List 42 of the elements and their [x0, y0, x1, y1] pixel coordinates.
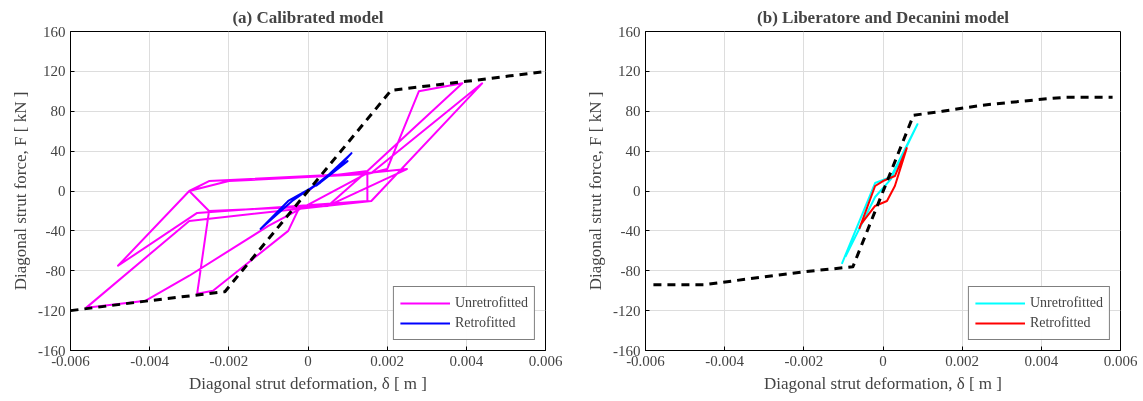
- x-tick-label: 0.002: [945, 352, 980, 369]
- legend-label: Unretrofitted: [454, 295, 528, 311]
- line-series: [651, 95, 1115, 287]
- x-axis-title: Diagonal strut deformation, δ [ m ]: [189, 373, 427, 393]
- y-axis-title: Diagonal strut force, F [ kN ]: [11, 91, 30, 291]
- y-tick-label: 80: [50, 103, 66, 120]
- y-tick-label: 40: [625, 143, 641, 160]
- x-axis-title: Diagonal strut deformation, δ [ m ]: [764, 373, 1002, 393]
- y-tick-label: -120: [38, 302, 66, 319]
- y-tick-label: 0: [58, 183, 66, 199]
- x-tick-label: 0.004: [449, 352, 484, 369]
- y-tick-label: -80: [620, 262, 641, 279]
- x-tick-label: 0.006: [528, 352, 563, 369]
- line-series: [840, 123, 919, 265]
- y-tick-label: -80: [45, 262, 66, 279]
- y-tick-label: 160: [618, 23, 641, 40]
- x-tick-label: 0.004: [1024, 352, 1059, 369]
- y-tick-label: 0: [633, 183, 641, 199]
- x-tick-label: 0: [879, 352, 887, 369]
- line-series: [858, 147, 908, 230]
- legend-label: Unretrofitted: [1029, 295, 1103, 311]
- chart-title: (a) Calibrated model: [232, 7, 384, 27]
- legend-label: Retrofitted: [454, 315, 516, 331]
- x-tick-label: -0.002: [209, 352, 249, 369]
- y-tick-label: 80: [625, 103, 641, 120]
- x-tick-label: -0.004: [705, 352, 745, 369]
- x-tick-label: -0.004: [130, 352, 170, 369]
- y-tick-label: -40: [620, 222, 641, 239]
- y-tick-label: 120: [43, 63, 66, 80]
- y-axis-title: Diagonal strut force, F [ kN ]: [586, 91, 605, 291]
- y-tick-label: -40: [45, 222, 66, 239]
- legend-label: Retrofitted: [1029, 315, 1091, 331]
- x-tick-label: 0.002: [370, 352, 405, 369]
- y-tick-label: 120: [618, 63, 641, 80]
- x-tick-label: 0: [304, 352, 312, 369]
- y-tick-label: 160: [43, 23, 66, 40]
- y-tick-label: -120: [613, 302, 641, 319]
- chart-title: (b) Liberatore and Decanini model: [757, 7, 1010, 27]
- y-tick-label: 40: [50, 143, 66, 160]
- x-tick-label: -0.002: [784, 352, 824, 369]
- x-tick-label: 0.006: [1103, 352, 1138, 369]
- line-series: [259, 152, 353, 230]
